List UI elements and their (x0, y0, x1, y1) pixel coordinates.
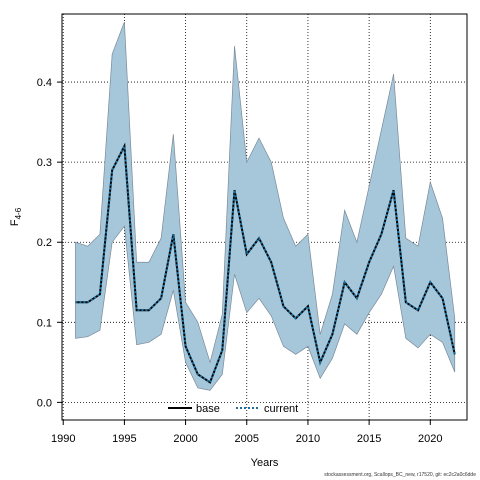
legend-label-base: base (196, 403, 220, 415)
confidence-band (75, 21, 456, 391)
x-tick-label: 2010 (296, 433, 320, 445)
x-axis-title: Years (251, 457, 279, 469)
y-tick-label: 0.4 (37, 77, 52, 89)
legend-label-current: current (264, 403, 298, 415)
x-tick-label: 1990 (51, 433, 75, 445)
x-tick-label: 2015 (357, 433, 381, 445)
y-tick-label: 0.1 (37, 317, 52, 329)
y-axis-title-subscript: 4-6 (14, 207, 23, 219)
y-tick-label: 0.0 (37, 397, 52, 409)
footnote: stockassessment.org, Scallops_BC_new, r1… (324, 472, 476, 478)
x-tick-label: 2000 (173, 433, 197, 445)
y-axis-title: F4-6 (9, 207, 23, 226)
x-tick-label: 2005 (235, 433, 259, 445)
svg-text:F4-6: F4-6 (9, 207, 23, 226)
y-tick-label: 0.2 (37, 237, 52, 249)
plot-frame (61, 13, 468, 421)
x-tick-label: 2020 (418, 433, 442, 445)
x-axis: 1990 1995 2000 2005 2010 2015 2020 (51, 420, 443, 445)
legend: base current (168, 403, 298, 415)
y-axis-title-main: F (9, 219, 21, 226)
series-line-current (75, 142, 456, 384)
x-tick-label: 1995 (112, 433, 136, 445)
y-tick-label: 0.3 (37, 157, 52, 169)
y-axis: 0.0 0.1 0.2 0.3 0.4 (37, 77, 62, 409)
